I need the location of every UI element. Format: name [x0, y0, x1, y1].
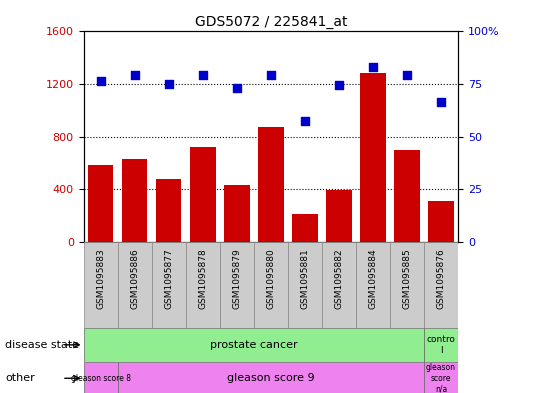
Text: gleason score 9: gleason score 9 [227, 373, 315, 383]
Bar [395, 150, 420, 242]
Point [335, 82, 343, 88]
Text: gleason score 8: gleason score 8 [71, 374, 130, 383]
Bar [224, 185, 250, 242]
Bar [220, 242, 254, 328]
Text: GSM1095885: GSM1095885 [403, 249, 412, 309]
Point [164, 81, 173, 87]
Bar [322, 242, 356, 328]
Bar [424, 242, 458, 328]
Point [96, 78, 105, 84]
Bar [84, 362, 118, 393]
Bar [288, 242, 322, 328]
Point [232, 85, 241, 91]
Bar [190, 147, 216, 242]
Text: GSM1095879: GSM1095879 [232, 249, 241, 309]
Bar [122, 159, 147, 242]
Bar [326, 191, 352, 242]
Bar [186, 242, 220, 328]
Text: contro
l: contro l [427, 335, 455, 354]
Text: gleason
score
n/a: gleason score n/a [426, 364, 456, 393]
Bar [356, 242, 390, 328]
Bar [424, 328, 458, 362]
Bar [429, 201, 454, 242]
Text: GSM1095880: GSM1095880 [266, 249, 275, 309]
Point [437, 99, 445, 106]
Text: prostate cancer: prostate cancer [210, 340, 298, 350]
Bar [118, 242, 151, 328]
Bar [360, 73, 386, 242]
Point [130, 72, 139, 78]
Bar [424, 362, 458, 393]
Bar [254, 242, 288, 328]
Text: GSM1095883: GSM1095883 [96, 249, 105, 309]
Bar [151, 242, 186, 328]
Bar [84, 242, 118, 328]
Bar [258, 127, 284, 242]
Text: GSM1095881: GSM1095881 [300, 249, 309, 309]
Bar [292, 214, 317, 242]
Text: GSM1095877: GSM1095877 [164, 249, 173, 309]
Point [301, 118, 309, 124]
Bar [88, 165, 113, 242]
Text: disease state: disease state [5, 340, 80, 350]
Text: GSM1095884: GSM1095884 [369, 249, 377, 309]
Text: GSM1095882: GSM1095882 [335, 249, 343, 309]
Bar [390, 242, 424, 328]
Point [403, 72, 411, 79]
Point [198, 72, 207, 78]
Bar [156, 178, 182, 242]
Title: GDS5072 / 225841_at: GDS5072 / 225841_at [195, 15, 347, 29]
Point [369, 64, 377, 70]
Text: GSM1095876: GSM1095876 [437, 249, 446, 309]
Text: GSM1095886: GSM1095886 [130, 249, 139, 309]
Text: GSM1095878: GSM1095878 [198, 249, 207, 309]
Text: other: other [5, 373, 35, 383]
Point [267, 72, 275, 78]
Bar [118, 362, 424, 393]
